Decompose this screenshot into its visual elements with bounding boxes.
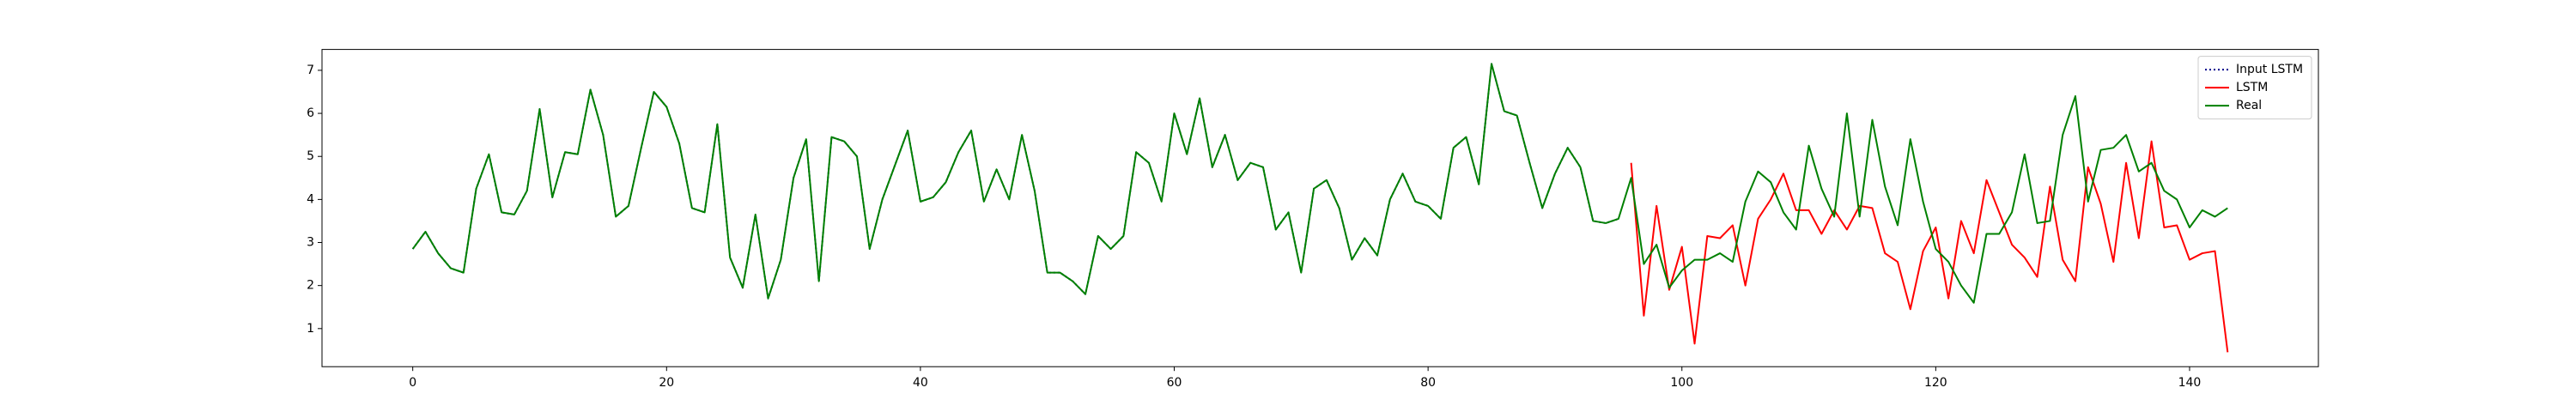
y-tick-label: 6 bbox=[307, 106, 314, 120]
x-tick-label: 20 bbox=[659, 376, 674, 390]
y-tick-label: 4 bbox=[307, 192, 314, 206]
legend-label: LSTM bbox=[2236, 81, 2268, 94]
y-tick-label: 5 bbox=[307, 149, 314, 163]
x-tick-label: 60 bbox=[1167, 376, 1182, 390]
x-tick-label: 40 bbox=[913, 376, 928, 390]
series-line bbox=[411, 63, 2228, 304]
legend-box bbox=[2197, 56, 2312, 120]
x-tick-label: 140 bbox=[2178, 376, 2202, 390]
y-tick-label: 1 bbox=[307, 322, 314, 336]
y-tick-label: 7 bbox=[307, 64, 314, 77]
x-tick-label: 100 bbox=[1670, 376, 1693, 390]
legend-label: Input LSTM bbox=[2236, 63, 2303, 76]
plot-frame bbox=[321, 49, 2319, 367]
y-tick-label: 3 bbox=[307, 236, 314, 250]
x-tick-label: 0 bbox=[409, 376, 416, 390]
y-tick-label: 2 bbox=[307, 279, 314, 293]
x-tick-label: 120 bbox=[1924, 376, 1947, 390]
x-tick-label: 80 bbox=[1420, 376, 1436, 390]
legend-label: Real bbox=[2236, 99, 2262, 112]
series-line bbox=[1630, 140, 2229, 353]
